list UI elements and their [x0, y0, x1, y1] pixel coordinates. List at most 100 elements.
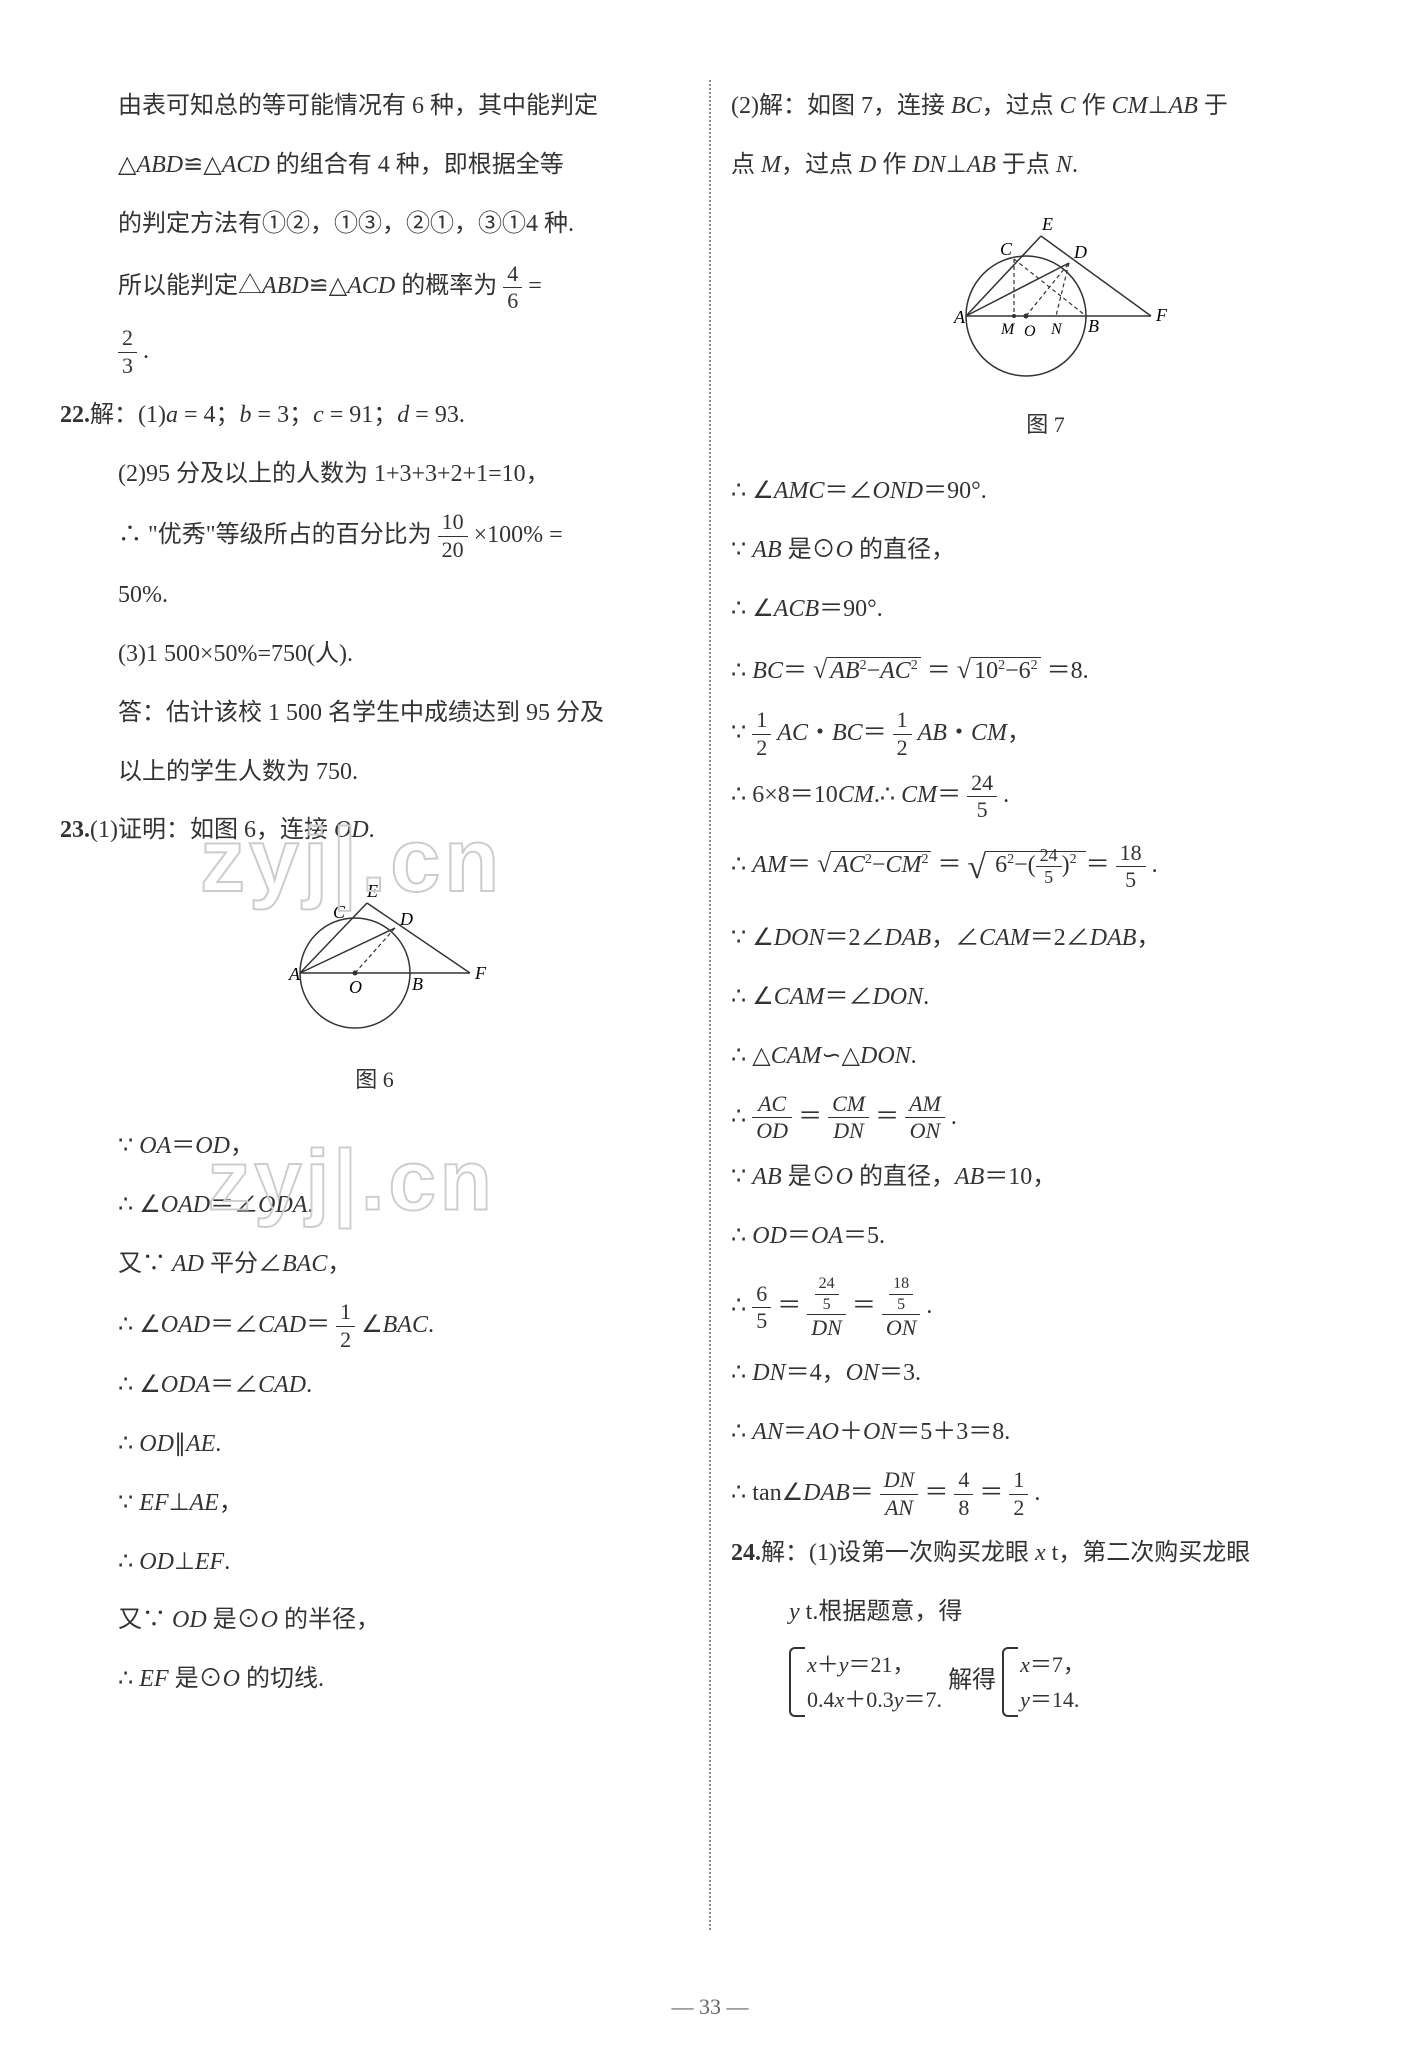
text: 所以能判定△ABD≌△ACD 的概率为	[118, 273, 497, 299]
point-o	[352, 971, 357, 976]
text-line: ∵ ∠DON＝2∠DAB，∠CAM＝2∠DAB，	[731, 912, 1360, 965]
text: 又∵ AD 平分∠BAC，	[118, 1251, 351, 1277]
text: 的判定方法有①②，①③，②①，③①4 种.	[118, 211, 574, 237]
text-line: 的判定方法有①②，①③，②①，③①4 种.	[60, 198, 689, 251]
label-a: A	[953, 307, 966, 327]
text-line: 以上的学生人数为 750.	[60, 746, 689, 799]
text: ∠BAC.	[361, 1312, 434, 1338]
label-o: O	[349, 977, 362, 997]
text: .	[143, 338, 149, 364]
line-od	[1026, 263, 1069, 316]
sqrt-icon: √	[817, 849, 831, 878]
text-line: ∴ BC＝ √AB2−AC2 ＝ √102−62 ＝8.	[731, 641, 1360, 698]
fraction: 245	[967, 770, 997, 824]
text: ∴ tan∠DAB＝	[731, 1480, 874, 1506]
text: ∵ OA＝OD，	[118, 1133, 254, 1159]
text: 解：(1)a = 4；b = 3；c = 91；d = 93.	[90, 402, 465, 428]
text: 50%.	[118, 582, 168, 608]
text: ∴	[731, 1293, 752, 1319]
text: y t.根据题意，得	[789, 1599, 962, 1625]
text-line: 由表可知总的等可能情况有 6 种，其中能判定	[60, 80, 689, 133]
figure-7-caption: 图 7	[731, 401, 1360, 449]
sqrt-icon: √	[957, 655, 971, 684]
label-b: B	[1088, 316, 1099, 336]
figure-7-svg: A B C D E F M N O	[916, 208, 1176, 393]
line-ef	[1041, 236, 1151, 316]
text: ＝8.	[1047, 658, 1089, 684]
text: △ABD≌△ACD 的组合有 4 种，即根据全等	[118, 152, 564, 178]
text-line: 点 M，过点 D 作 DN⊥AB 于点 N.	[731, 139, 1360, 192]
text: .	[951, 1104, 957, 1130]
text: ＝	[937, 852, 961, 878]
fraction: 185 ON	[882, 1274, 921, 1341]
point-m	[1012, 314, 1016, 318]
text: ∴ OD∥AE.	[118, 1431, 221, 1457]
line-ef	[367, 903, 470, 973]
text: ∴ "优秀"等级所占的百分比为	[118, 522, 432, 548]
line-od	[355, 928, 395, 973]
text: 以上的学生人数为 750.	[118, 759, 358, 785]
text-line: ∴ DN＝4，ON＝3.	[731, 1347, 1360, 1400]
text: ∵ EF⊥AE，	[118, 1490, 243, 1516]
text-line: 答：估计该校 1 500 名学生中成绩达到 95 分及	[60, 687, 689, 740]
fraction: 12	[893, 707, 912, 761]
label-d: D	[399, 909, 413, 929]
text-line: ∴ OD∥AE.	[60, 1418, 689, 1471]
text: 解：(1)设第一次购买龙眼 x t，第二次购买龙眼	[761, 1540, 1250, 1566]
figure-6-caption: 图 6	[60, 1056, 689, 1104]
text: ∴ ∠ODA＝∠CAD.	[118, 1372, 312, 1398]
problem-number: 22.	[60, 402, 90, 428]
fraction: 185	[1116, 840, 1146, 894]
text-line: 所以能判定△ABD≌△ACD 的概率为 46 =	[60, 260, 689, 314]
sqrt: 62−(245)2	[986, 851, 1086, 880]
text: AC・BC＝	[777, 720, 886, 746]
fraction: 23	[118, 325, 137, 379]
text-line: ∴ AM＝ √AC2−CM2 ＝ √ 62−(245)2 ＝ 185 .	[731, 831, 1360, 906]
text: ∴ DN＝4，ON＝3.	[731, 1360, 921, 1386]
text: ＝	[777, 1293, 801, 1319]
text: (2)解：如图 7，连接 BC，过点 C 作 CM⊥AB 于	[731, 93, 1228, 119]
text: ∴ △CAM∽△DON.	[731, 1043, 917, 1069]
text: ∴ OD＝OA＝5.	[731, 1223, 885, 1249]
problem-number: 24.	[731, 1540, 761, 1566]
text-line: 又∵ AD 平分∠BAC，	[60, 1238, 689, 1291]
text: ∴ AM＝	[731, 852, 811, 878]
text-line: ∴ 6×8＝10CM.∴ CM＝ 245 .	[731, 769, 1360, 823]
right-column: (2)解：如图 7，连接 BC，过点 C 作 CM⊥AB 于 点 M，过点 D …	[731, 80, 1360, 1930]
text: 点 M，过点 D 作 DN⊥AB 于点 N.	[731, 152, 1078, 178]
text-line: ∴ ACOD ＝ CMDN ＝ AMON .	[731, 1091, 1360, 1145]
text: ∵ ∠DON＝2∠DAB，∠CAM＝2∠DAB，	[731, 925, 1160, 951]
text: 由表可知总的等可能情况有 6 种，其中能判定	[118, 93, 598, 119]
text: ＝	[875, 1104, 899, 1130]
text: (3)1 500×50%=750(人).	[118, 641, 353, 667]
problem-23: 23.(1)证明：如图 6，连接 OD.	[60, 804, 689, 857]
text: ∴ BC＝	[731, 658, 807, 684]
text-line: ∴ ∠OAD＝∠ODA.	[60, 1179, 689, 1232]
text-line: ∴ OD⊥EF.	[60, 1536, 689, 1589]
left-column: 由表可知总的等可能情况有 6 种，其中能判定 △ABD≌△ACD 的组合有 4 …	[60, 80, 689, 1930]
sqrt: AC2−CM2	[831, 851, 931, 878]
text: ＝	[924, 1480, 948, 1506]
sqrt-icon: √	[813, 655, 827, 684]
text: ∴ ∠OAD＝∠ODA.	[118, 1192, 313, 1218]
equation-system: x＝7， y＝14.	[1002, 1647, 1085, 1717]
line-ad	[300, 928, 395, 973]
text-line: (3)1 500×50%=750(人).	[60, 628, 689, 681]
text-line: ∴ EF 是⊙O 的切线.	[60, 1653, 689, 1706]
text-line: x＋y＝21， 0.4x＋0.3y＝7. 解得 x＝7， y＝14.	[731, 1647, 1360, 1717]
fraction: 245 DN	[807, 1274, 846, 1341]
problem-22: 22.解：(1)a = 4；b = 3；c = 91；d = 93.	[60, 389, 689, 442]
text-line: ∵ OA＝OD，	[60, 1120, 689, 1173]
point-o	[1023, 313, 1028, 318]
text-line: ∴ tan∠DAB＝ DNAN ＝ 48 ＝ 12 .	[731, 1467, 1360, 1521]
fraction: 46	[503, 261, 522, 315]
text: 又∵ OD 是⊙O 的半径，	[118, 1607, 380, 1633]
text-line: ∴ OD＝OA＝5.	[731, 1210, 1360, 1263]
text-line: ∴ ∠CAM＝∠DON.	[731, 971, 1360, 1024]
text-line: ∴ "优秀"等级所占的百分比为 1020 ×100% =	[60, 509, 689, 563]
text: ＝	[798, 1104, 822, 1130]
text: ×100% =	[474, 522, 563, 548]
text: ∵ AB 是⊙O 的直径，	[731, 537, 955, 563]
fraction: ACOD	[752, 1091, 792, 1145]
text: ＝	[927, 658, 951, 684]
